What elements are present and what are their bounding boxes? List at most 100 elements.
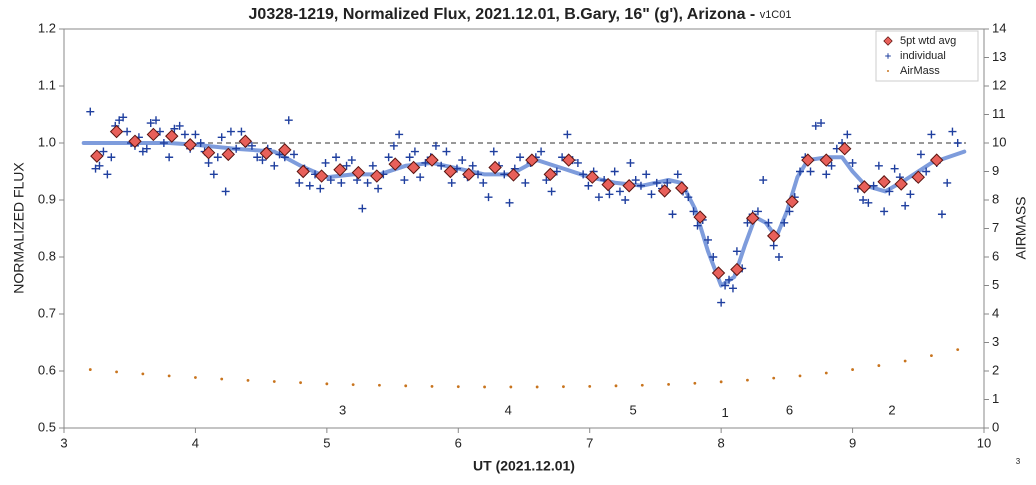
y-tick-label: 0.7 (38, 305, 56, 320)
plus-marker (221, 187, 230, 196)
plus-marker (584, 181, 593, 190)
plus-marker (400, 176, 409, 185)
y2-tick-label: 4 (992, 305, 999, 320)
legend-label: AirMass (900, 65, 940, 77)
diamond-marker (506, 168, 521, 182)
diamond-marker (388, 157, 402, 171)
y-tick-label: 0.8 (38, 248, 56, 263)
diamond-marker (221, 147, 235, 162)
plus-marker (305, 181, 314, 190)
diamond-marker (165, 129, 179, 143)
plus-marker (689, 207, 698, 216)
dot-marker (141, 372, 145, 376)
x-tick-label: 5 (323, 435, 330, 450)
dot-marker (640, 383, 644, 387)
plus-marker (663, 178, 672, 187)
diamond-marker (543, 167, 557, 182)
y2-tick-label: 7 (992, 220, 999, 235)
diamond-marker (238, 134, 253, 148)
plus-marker (107, 153, 116, 162)
dot-marker (167, 374, 171, 378)
plus-marker (521, 178, 530, 187)
diamond-marker (425, 153, 439, 167)
plus-marker (937, 210, 946, 219)
y2-tick-label: 9 (992, 163, 999, 178)
plus-marker (253, 153, 262, 162)
dot-marker (378, 383, 381, 387)
plus-marker (86, 107, 95, 116)
plus-marker (204, 158, 213, 167)
plus-marker (636, 181, 645, 190)
plus-marker (99, 147, 108, 156)
diamond-marker (488, 160, 502, 175)
y2-tick-label: 0 (992, 419, 999, 434)
y2-tick-label: 10 (992, 134, 1006, 149)
diamond-marker (462, 167, 476, 182)
dot-marker (115, 370, 118, 374)
plus-marker (885, 53, 891, 59)
dot-marker (246, 379, 250, 382)
plus-marker (684, 193, 693, 202)
plus-marker (295, 178, 304, 187)
plus-marker (579, 170, 588, 179)
y2-tick-label: 3 (992, 334, 999, 349)
plus-marker (209, 170, 218, 179)
diamond-marker (406, 160, 421, 175)
plus-marker (753, 207, 762, 216)
dot-marker (272, 380, 276, 383)
chart-title: J0328-1219, Normalized Flux, 2021.12.01,… (249, 6, 792, 23)
diamond-marker (90, 149, 104, 163)
diamond-marker (819, 153, 833, 167)
plus-marker (728, 284, 737, 293)
plus-marker (869, 181, 878, 190)
x-tick-label: 8 (718, 435, 725, 450)
y2-axis-label: AIRMASS (1013, 196, 1029, 259)
plus-marker (458, 156, 467, 165)
diamond-marker (333, 163, 347, 177)
plus-marker (558, 153, 567, 162)
diamond-marker (911, 170, 925, 184)
plus-marker (123, 127, 132, 136)
dot-marker (719, 380, 723, 384)
plus-marker (906, 190, 915, 199)
dot-marker (798, 374, 802, 378)
plus-marker (516, 153, 525, 162)
diamond-marker (370, 169, 384, 183)
plus-marker (452, 164, 461, 173)
plus-marker (226, 127, 235, 136)
x-axis-label: UT (2021.12.01) (473, 458, 575, 474)
y-axis-label: NORMALIZED FLUX (11, 162, 27, 294)
dot-marker (903, 359, 907, 363)
y2-tick-label: 2 (992, 362, 999, 377)
plus-marker (874, 161, 883, 170)
annotation: 3 (339, 402, 346, 417)
x-tick-label: 4 (192, 435, 199, 450)
dot-marker (588, 384, 592, 388)
plus-marker (615, 187, 624, 196)
plus-marker (943, 178, 952, 187)
diamond-marker (201, 145, 216, 160)
plus-marker (901, 201, 910, 210)
y2-tick-label: 12 (992, 77, 1006, 92)
diamond-marker (183, 138, 197, 152)
plus-marker (395, 130, 404, 139)
plus-marker (785, 207, 794, 216)
plus-marker (337, 178, 346, 187)
plus-marker (284, 116, 293, 125)
plus-marker (159, 139, 168, 147)
dot-marker (693, 381, 697, 385)
y-tick-label: 0.9 (38, 191, 56, 206)
diamond-marker (745, 211, 760, 225)
plus-marker (368, 161, 377, 170)
plus-marker (605, 190, 614, 199)
diamond-marker (443, 164, 458, 179)
plus-marker (817, 119, 826, 128)
plus-marker (647, 190, 656, 199)
plus-marker (431, 141, 440, 150)
plus-marker (704, 235, 712, 244)
dot-marker (88, 368, 92, 371)
diamond-marker (877, 175, 891, 189)
diamond-marker (883, 36, 893, 46)
dot-marker (509, 385, 513, 389)
